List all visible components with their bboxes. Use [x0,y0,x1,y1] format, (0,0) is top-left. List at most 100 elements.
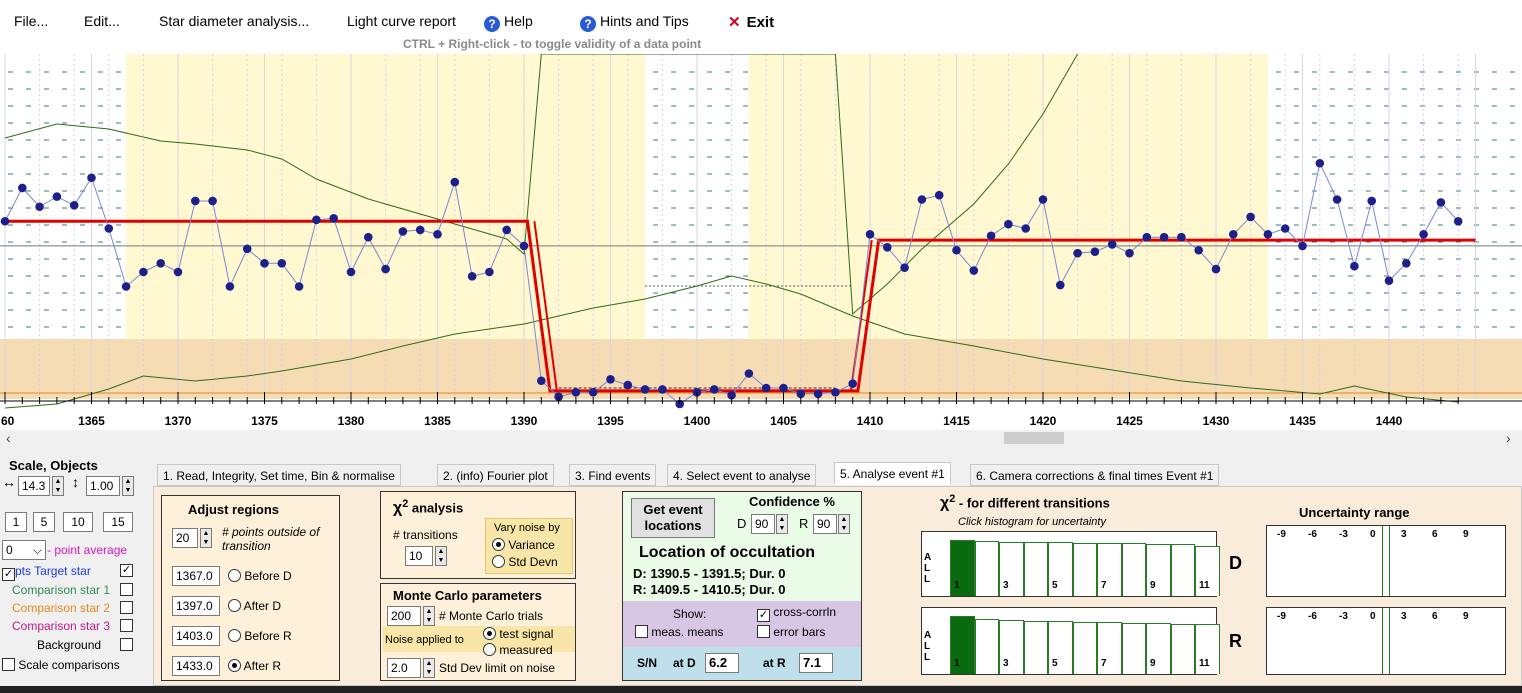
comp3-checkbox[interactable] [120,619,133,632]
zoom-5-button[interactable]: 5 [33,512,55,532]
hscale-spinner[interactable]: ▲ ▼ [52,476,64,496]
comp2-checkbox[interactable] [120,601,133,614]
vscale-input[interactable]: 1.00 [86,476,120,496]
target-point [1090,247,1100,256]
point-average-select[interactable]: 0 ⌵ [2,540,46,560]
test-signal-option[interactable]: test signal [483,627,553,641]
after-d-value[interactable]: 1397.0 [172,596,220,616]
histogram-bar[interactable] [1121,622,1146,674]
hscale-input[interactable]: 14.3 [18,476,50,496]
monte-carlo-trials-input[interactable]: 200 [387,606,421,626]
conf-d-spinner[interactable]: ▲ ▼ [776,514,788,534]
zoom-15-button[interactable]: 15 [103,512,133,532]
error-bars-option[interactable]: error bars [757,625,825,639]
transitions-label: # transitions [393,528,458,542]
histogram-bar[interactable] [1097,622,1122,674]
measured-radio[interactable] [483,643,496,656]
noise-limit-spinner[interactable]: ▲ ▼ [423,658,435,678]
histogram-bar[interactable] [950,540,975,596]
histogram-bar[interactable] [974,618,999,674]
test-signal-radio[interactable] [483,627,496,640]
tab-fourier[interactable]: 2. (info) Fourier plot [437,464,554,486]
tab-camera-corrections[interactable]: 6. Camera corrections & final times Even… [970,464,1220,486]
meas-means-checkbox[interactable] [635,625,648,638]
noise-limit-input[interactable]: 2.0 [387,658,421,678]
before-d-option[interactable]: Before D [228,569,292,583]
after-r-value[interactable]: 1433.0 [172,656,220,676]
histogram-bar[interactable] [1195,624,1220,674]
histogram-bar[interactable] [1146,543,1171,596]
scroll-thumb[interactable] [1004,432,1064,444]
histogram-bar[interactable] [1146,622,1171,674]
before-d-value[interactable]: 1367.0 [172,566,220,586]
before-r-radio[interactable] [228,629,241,642]
histogram-bar[interactable] [1097,542,1122,596]
menu-star-diameter[interactable]: Star diameter analysis... [159,13,310,29]
after-r-option[interactable]: After R [228,659,281,673]
tab-analyse-event[interactable]: 5. Analyse event #1 [834,462,951,485]
before-r-option[interactable]: Before R [228,629,292,643]
histogram-bar[interactable] [950,616,975,674]
scroll-left-icon[interactable]: ‹ [6,430,11,446]
zoom-1-button[interactable]: 1 [5,512,27,532]
comp1-checkbox[interactable] [120,583,133,596]
cross-corr-option[interactable]: ✓ cross-corrln [757,605,836,622]
histogram-bar[interactable] [1121,543,1146,596]
histogram-bar[interactable] [1023,620,1048,674]
meas-means-option[interactable]: meas. means [635,625,723,639]
monte-carlo-trials-spinner[interactable]: ▲ ▼ [423,606,435,626]
histogram-bar[interactable] [999,620,1024,674]
histogram-bar[interactable] [1170,623,1195,674]
transitions-spinner[interactable]: ▲ ▼ [435,546,447,566]
histogram-bar[interactable] [974,541,999,596]
plot-scrollbar[interactable]: ‹ › [0,430,1522,446]
transitions-input[interactable]: 10 [405,546,433,566]
menu-hints[interactable]: ? Hints and Tips [580,13,689,32]
histogram-bar[interactable] [1023,541,1048,596]
zoom-10-button[interactable]: 10 [63,512,93,532]
after-d-radio[interactable] [228,599,241,612]
histogram-bar[interactable] [1048,542,1073,596]
histogram-bar[interactable] [999,541,1024,596]
measured-option[interactable]: measured [483,643,553,657]
points-outside-input[interactable]: 20 [172,528,198,548]
background-checkbox[interactable] [120,638,133,651]
variance-option[interactable]: Variance [492,538,555,552]
histogram-bar[interactable] [1170,544,1195,596]
after-d-option[interactable]: After D [228,599,281,613]
tab-read-integrity[interactable]: 1. Read, Integrity, Set time, Bin & norm… [157,464,401,486]
points-outside-spinner[interactable]: ▲ ▼ [200,528,212,548]
get-event-locations-button[interactable]: Get event locations [631,498,715,538]
scroll-right-icon[interactable]: › [1506,430,1511,446]
stddev-option[interactable]: Std Devn [492,555,558,569]
stddev-radio[interactable] [492,555,505,568]
pts-checkbox[interactable]: ✓ [2,568,15,581]
light-curve-plot[interactable]: 60 1365 1370 1375 1380 1385 1390 1395 1400 1405 14… [0,54,1522,430]
target-point [329,214,339,223]
conf-r-spinner[interactable]: ▲ ▼ [838,514,850,534]
histogram-bar[interactable] [1048,621,1073,674]
histogram-bar[interactable] [1195,545,1220,596]
variance-radio[interactable] [492,538,505,551]
d-histogram[interactable]: A L L 1 3 5 7 9 11 [921,531,1220,597]
menu-light-curve-report[interactable]: Light curve report [347,13,456,29]
menu-edit[interactable]: Edit... [84,13,120,29]
before-d-radio[interactable] [228,569,241,582]
menu-exit[interactable]: ✕ Exit [728,13,774,31]
menu-file[interactable]: File... [14,13,49,29]
histogram-bar[interactable] [1072,621,1097,674]
before-r-value[interactable]: 1403.0 [172,626,220,646]
conf-d-input[interactable]: 90 [751,514,775,534]
tab-find-events[interactable]: 3. Find events [569,464,657,486]
vscale-spinner[interactable]: ▲ ▼ [122,476,134,496]
after-r-radio[interactable] [228,659,241,672]
scale-comparisons-checkbox[interactable] [2,658,15,671]
r-histogram[interactable]: A L L 1 3 5 7 9 11 [921,607,1220,675]
tab-select-event[interactable]: 4. Select event to analyse [667,464,817,486]
cross-corr-checkbox[interactable]: ✓ [757,609,770,622]
target-star-checkbox[interactable]: ✓ [120,564,133,577]
conf-r-input[interactable]: 90 [813,514,837,534]
error-bars-checkbox[interactable] [757,625,770,638]
menu-help[interactable]: ? Help [484,13,533,32]
histogram-bar[interactable] [1072,542,1097,596]
